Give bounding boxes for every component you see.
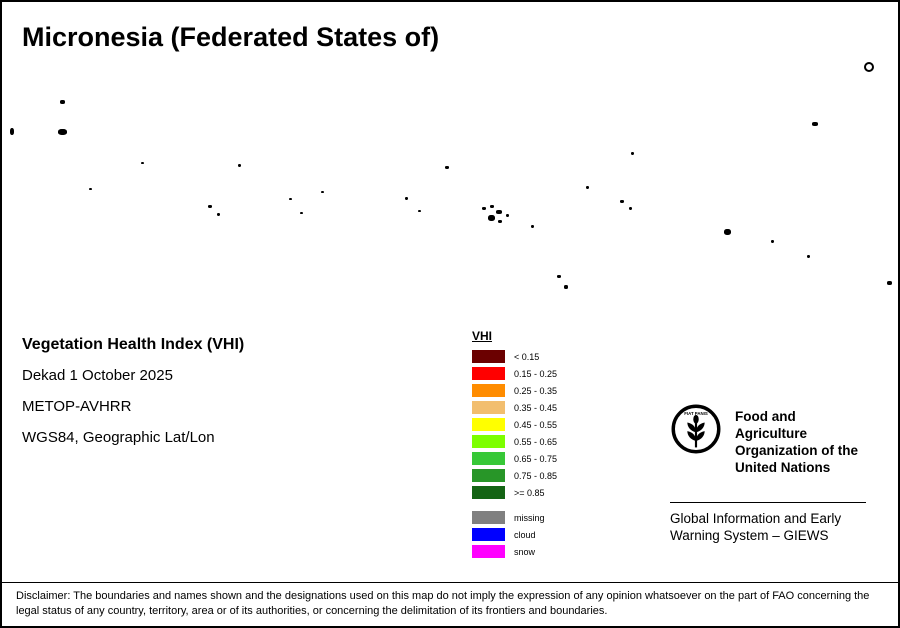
giews-line: Global Information and Early (670, 511, 842, 526)
island (564, 285, 568, 289)
legend-label: cloud (514, 529, 536, 540)
legend-row: 0.25 - 0.35 (472, 384, 557, 397)
legend-label: 0.75 - 0.85 (514, 470, 558, 481)
fao-motto-text: FIAT PANIS (684, 411, 708, 416)
legend-swatch (472, 435, 505, 448)
island (498, 220, 502, 223)
legend-row: 0.65 - 0.75 (472, 452, 557, 465)
legend-row: 0.45 - 0.55 (472, 418, 557, 431)
island (89, 188, 92, 190)
island (418, 210, 421, 212)
island (724, 229, 731, 235)
legend-swatch (472, 418, 505, 431)
giews-name: Global Information and Early Warning Syst… (670, 510, 866, 544)
legend-swatch (472, 545, 505, 558)
fao-org-name: Food and Agriculture Organization of the U… (735, 403, 866, 476)
disclaimer-text: Disclaimer: The boundaries and names sho… (2, 582, 898, 626)
island (887, 281, 892, 285)
legend-label: snow (514, 546, 536, 557)
legend-swatch (472, 528, 505, 541)
island (405, 197, 408, 200)
island (490, 205, 494, 208)
map-info-block: Vegetation Health Index (VHI) Dekad 1 Oc… (22, 336, 244, 460)
island (586, 186, 589, 189)
legend-row: snow (472, 545, 557, 558)
legend-swatch (472, 511, 505, 524)
fao-logo: FIAT PANIS (670, 403, 722, 455)
legend-label: < 0.15 (514, 351, 540, 362)
fao-org-line: Organization of the (735, 443, 858, 458)
legend-swatch (472, 350, 505, 363)
legend-label: 0.15 - 0.25 (514, 368, 558, 379)
island (864, 62, 874, 72)
legend-title: VHI (472, 329, 493, 343)
legend-row: 0.35 - 0.45 (472, 401, 557, 414)
legend-label: 0.55 - 0.65 (514, 436, 558, 447)
island (217, 213, 220, 216)
island (208, 205, 212, 208)
legend-label: missing (514, 512, 545, 523)
legend-extra-classes: missing cloud snow (472, 511, 557, 558)
fao-logo-icon: FIAT PANIS (671, 404, 721, 454)
legend-swatch (472, 486, 505, 499)
legend-label: >= 0.85 (514, 487, 545, 498)
island (506, 214, 509, 217)
legend-row: >= 0.85 (472, 486, 557, 499)
island (289, 198, 292, 200)
legend-row: cloud (472, 528, 557, 541)
product-name: Vegetation Health Index (VHI) (22, 336, 245, 353)
legend-swatch (472, 452, 505, 465)
island (631, 152, 634, 155)
legend-label: 0.45 - 0.55 (514, 419, 558, 430)
legend-classes: < 0.15 0.15 - 0.25 0.25 - 0.35 0.35 - 0.45 0… (472, 350, 557, 499)
island (60, 100, 65, 104)
island (141, 162, 144, 164)
legend-swatch (472, 469, 505, 482)
legend-row: 0.15 - 0.25 (472, 367, 557, 380)
island (445, 166, 449, 169)
legend-label: 0.65 - 0.75 (514, 453, 558, 464)
vhi-legend: VHI < 0.15 0.15 - 0.25 0.25 - 0.35 0.35 - 0… (472, 329, 557, 562)
fao-separator (670, 502, 866, 503)
island (531, 225, 534, 228)
island (812, 122, 818, 126)
island (557, 275, 561, 278)
fao-org-line: Food and Agriculture (735, 409, 808, 441)
island (482, 207, 486, 210)
info-line: Dekad 1 October 2025 (22, 367, 173, 384)
legend-row: 0.75 - 0.85 (472, 469, 557, 482)
island (807, 255, 810, 258)
legend-row: < 0.15 (472, 350, 557, 363)
island (771, 240, 774, 243)
legend-row: 0.55 - 0.65 (472, 435, 557, 448)
legend-label: 0.35 - 0.45 (514, 402, 558, 413)
info-line: WGS84, Geographic Lat/Lon (22, 429, 215, 446)
island (58, 129, 67, 135)
legend-row: missing (472, 511, 557, 524)
legend-swatch (472, 367, 505, 380)
legend-label: 0.25 - 0.35 (514, 385, 558, 396)
island (620, 200, 624, 203)
fao-block: FIAT PANIS Food and Agriculture Organizat… (670, 403, 866, 544)
legend-swatch (472, 401, 505, 414)
island (488, 215, 495, 221)
island (321, 191, 324, 193)
island (496, 210, 502, 214)
product-details: Dekad 1 October 2025 METOP-AVHRR WGS84, Ge… (22, 367, 244, 446)
giews-line: Warning System – GIEWS (670, 528, 829, 543)
info-line: METOP-AVHRR (22, 398, 132, 415)
island (300, 212, 303, 214)
legend-swatch (472, 384, 505, 397)
fao-org-line: United Nations (735, 460, 831, 475)
island (10, 128, 14, 135)
page-title: Micronesia (Federated States of) (22, 22, 440, 52)
island (629, 207, 632, 210)
island (238, 164, 241, 167)
